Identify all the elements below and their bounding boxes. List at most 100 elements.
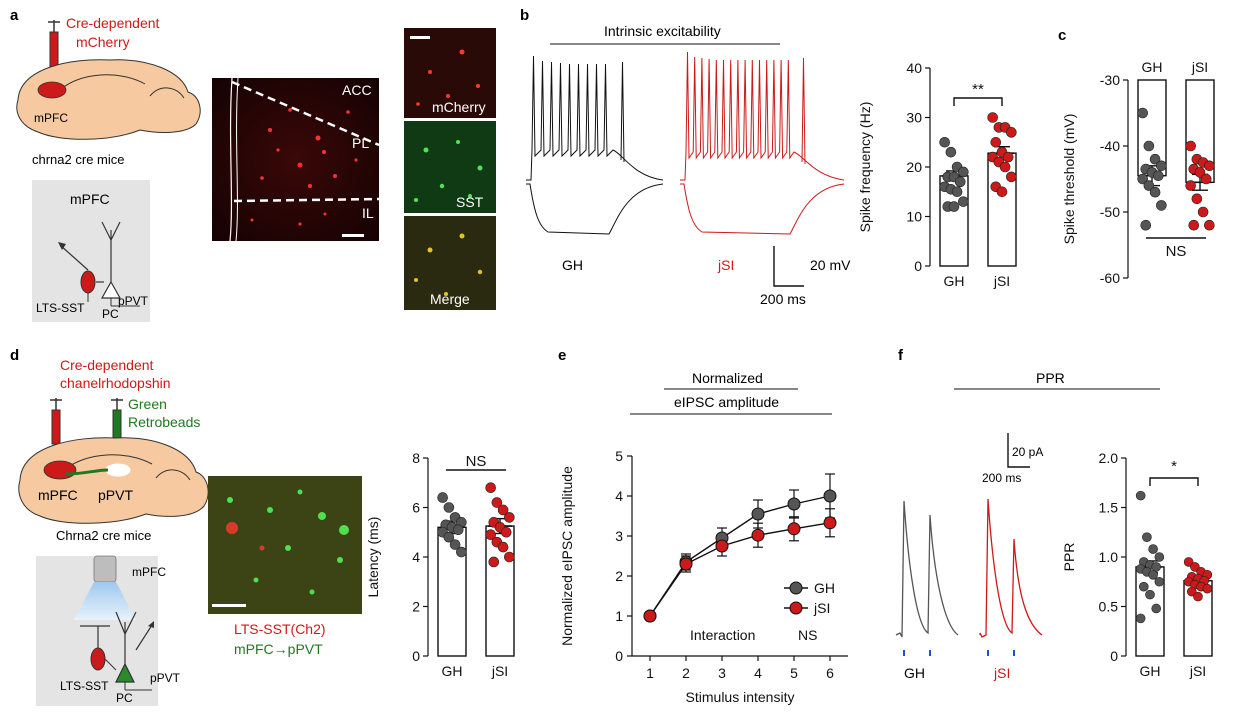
data-point: [823, 516, 837, 530]
x-tick-label: jSI: [1191, 59, 1208, 75]
y-tick-label: -60: [1100, 270, 1120, 286]
stain-label-mcherry: mCherry: [432, 99, 486, 115]
y-tick-label: 10: [906, 209, 922, 225]
spike-train: [680, 51, 845, 181]
micrograph-merge: [404, 216, 496, 310]
circuit-target: pPVT: [118, 294, 149, 308]
data-point: [1204, 219, 1215, 231]
data-point: [954, 176, 966, 188]
micrograph-mcherry-overview: [212, 77, 380, 242]
data-point: [1186, 586, 1197, 597]
panel-label-a: a: [10, 7, 19, 24]
x-tick-label: jSI: [1189, 663, 1206, 679]
data-point: [715, 539, 729, 553]
chart-spike-threshold: -60 -50 -40 -30 Spike threshold (mV) GH jSI NS: [1061, 59, 1215, 286]
ppr-trace-label-gh: GH: [904, 665, 925, 681]
x-tick-label: 6: [826, 665, 834, 681]
x-tick-label: 2: [682, 665, 690, 681]
beads-label-line-2: Retrobeads: [128, 414, 200, 430]
circuit-cell-ltssst: LTS-SST: [36, 301, 85, 315]
legend-marker: [789, 581, 803, 595]
data-point: [497, 541, 509, 553]
injection-label-line-1: Cre-dependent: [66, 15, 160, 31]
panel-e-title-line-1: Normalized: [692, 370, 763, 386]
data-point: [1154, 552, 1165, 562]
y-tick-label: 0.5: [1099, 599, 1119, 615]
x-tick-label: jSI: [993, 273, 1010, 289]
y-tick-label: 0: [1110, 648, 1118, 664]
data-point: [945, 146, 957, 158]
rebound-spike: [801, 57, 806, 165]
significance-label: NS: [1166, 243, 1187, 260]
micro-caption-line-1: LTS-SST(Ch2): [234, 621, 326, 637]
data-point: [1188, 219, 1200, 231]
ppr-trace: [895, 500, 959, 638]
data-point: [948, 201, 960, 212]
data-point: [485, 529, 496, 541]
scale-label-voltage: 20 mV: [810, 257, 851, 273]
data-point: [958, 166, 969, 178]
data-point: [504, 551, 515, 563]
data-point: [787, 522, 801, 536]
data-point: [990, 136, 1002, 148]
data-point: [1002, 151, 1014, 163]
data-point: [958, 196, 969, 207]
series-line-gh: [649, 495, 831, 617]
panel-label-b: b: [520, 7, 529, 24]
data-point: [1200, 173, 1212, 185]
data-point: [643, 609, 657, 623]
legend-label: jSI: [813, 600, 830, 616]
y-tick-label: 2.0: [1099, 450, 1119, 466]
significance-bracket: [1149, 477, 1199, 486]
panel-b-traces: Intrinsic excitability GH jSI 20 mV 200 …: [526, 23, 851, 307]
y-tick-label: 40: [906, 60, 922, 76]
data-point: [1135, 490, 1146, 501]
mouse-label: Chrna2 cre mice: [56, 528, 151, 543]
x-tick-label: 4: [754, 665, 762, 681]
data-point: [1149, 153, 1161, 165]
mouse-label: chrna2 cre mice: [32, 152, 124, 167]
x-tick-label: GH: [1142, 59, 1163, 75]
data-point: [1185, 180, 1196, 191]
data-point: [1204, 160, 1215, 172]
data-point: [1183, 557, 1194, 567]
micrograph-sst: [404, 121, 496, 213]
hyperpolarization-trace: [526, 183, 664, 235]
y-tick-label: 4: [615, 488, 623, 504]
series-line-jsi: [649, 522, 831, 617]
data-point: [1194, 167, 1206, 178]
data-point: [1006, 171, 1017, 183]
legend-label: GH: [814, 580, 835, 596]
circuit-title: mPFC: [70, 191, 110, 207]
y-tick-label: 1.5: [1099, 500, 1119, 516]
panel-f-traces: PPR 20 pA 200 ms GH jSI: [895, 370, 1160, 681]
data-point: [443, 531, 455, 543]
data-point: [1190, 562, 1200, 572]
data-point: [1142, 532, 1152, 543]
data-point: [485, 482, 496, 494]
micro-label-pl: PL: [352, 135, 369, 151]
interaction-ns-label: NS: [798, 627, 817, 643]
circuit-cell-pc: PC: [116, 691, 133, 705]
y-tick-label: -30: [1100, 72, 1120, 88]
data-point: [751, 528, 765, 542]
data-point: [1191, 193, 1203, 205]
stain-label-merge: Merge: [430, 291, 470, 307]
trace-gh: [526, 55, 664, 235]
data-point: [1152, 170, 1164, 181]
data-point: [823, 489, 837, 503]
data-point: [1151, 603, 1162, 614]
injection-label-line-2: mCherry: [76, 34, 130, 50]
circuit-title: mPFC: [132, 565, 166, 579]
scale-label-time: 200 ms: [982, 471, 1021, 485]
panel-e-header: Normalized eIPSC amplitude: [630, 370, 832, 415]
data-point: [1145, 589, 1155, 600]
significance-label: **: [972, 81, 984, 98]
y-axis-label: Spike frequency (Hz): [857, 102, 873, 233]
legend-marker: [789, 601, 803, 615]
data-point: [1148, 570, 1158, 580]
circuit-cell-ltssst: LTS-SST: [60, 679, 109, 693]
data-point: [1138, 581, 1149, 592]
data-point: [1185, 140, 1196, 152]
